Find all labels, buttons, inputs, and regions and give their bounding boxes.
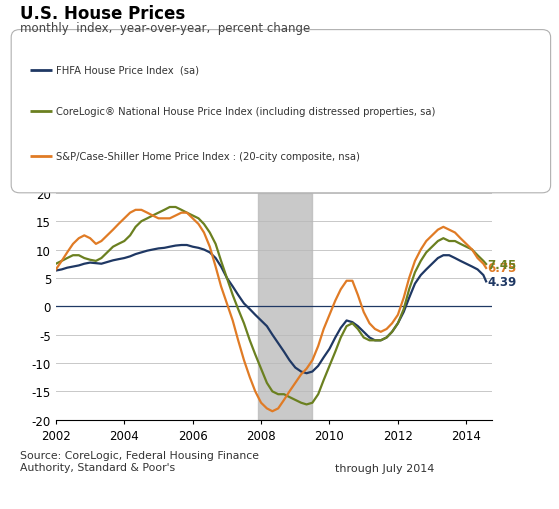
Text: 6.75: 6.75 — [487, 262, 517, 275]
Text: 7.45: 7.45 — [487, 258, 517, 271]
Text: monthly  index,  year-over-year,  percent change: monthly index, year-over-year, percent c… — [20, 22, 310, 35]
Text: 4.39: 4.39 — [487, 275, 517, 288]
Text: CoreLogic® National House Price Index (including distressed properties, sa): CoreLogic® National House Price Index (i… — [56, 107, 435, 117]
Text: through July 2014: through July 2014 — [335, 463, 435, 473]
Text: Source: CoreLogic, Federal Housing Finance
Authority, Standard & Poor's: Source: CoreLogic, Federal Housing Finan… — [20, 450, 259, 472]
Text: U.S. House Prices: U.S. House Prices — [20, 5, 185, 23]
Text: S&P/Case-Shiller Home Price Index : (20-city composite, nsa): S&P/Case-Shiller Home Price Index : (20-… — [56, 151, 360, 161]
Text: FHFA House Price Index  (sa): FHFA House Price Index (sa) — [56, 66, 199, 76]
Bar — [258, 193, 312, 420]
